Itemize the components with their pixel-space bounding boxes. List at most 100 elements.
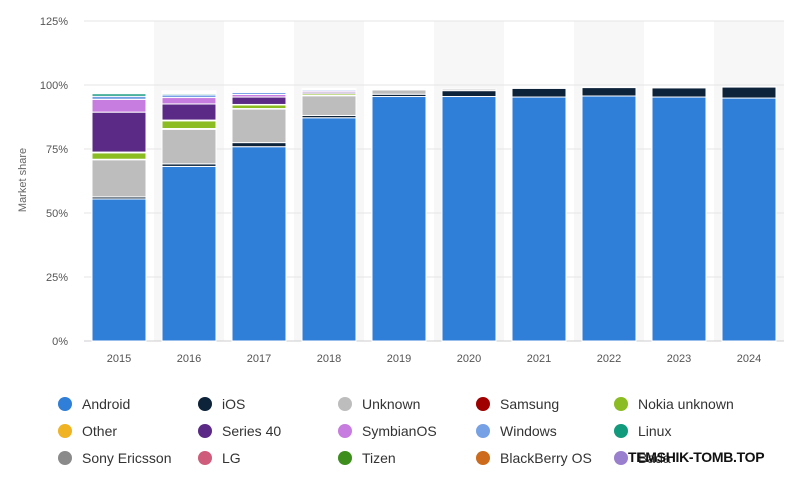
bar-2017-ios[interactable] xyxy=(231,142,287,148)
y-tick-label: 50% xyxy=(46,208,68,220)
bar-2019-android[interactable] xyxy=(371,96,427,342)
y-tick-label: 125% xyxy=(40,16,68,28)
y-axis-label: Market share xyxy=(17,148,29,212)
bar-2023-unknown[interactable] xyxy=(651,86,707,89)
x-tick-label: 2015 xyxy=(107,353,131,365)
bar-2015-series-40[interactable] xyxy=(91,111,147,153)
legend-marker xyxy=(58,397,72,411)
legend-marker xyxy=(476,397,490,411)
bar-2016-unknown[interactable] xyxy=(161,128,217,165)
legend-item-unknown[interactable]: Unknown xyxy=(338,393,420,415)
legend-item-tizen[interactable]: Tizen xyxy=(338,447,396,469)
y-tick-label: 25% xyxy=(46,272,68,284)
legend-label: Windows xyxy=(500,423,557,439)
x-tick-label: 2023 xyxy=(667,353,691,365)
legend-item-lg[interactable]: LG xyxy=(198,447,241,469)
bar-2022-android[interactable] xyxy=(581,95,637,342)
legend-item-sony-ericsson[interactable]: Sony Ericsson xyxy=(58,447,171,469)
legend-label: iOS xyxy=(222,396,246,412)
bar-2022-unknown[interactable] xyxy=(581,86,637,89)
x-tick-label: 2021 xyxy=(527,353,551,365)
legend-label: Tizen xyxy=(362,450,396,466)
bar-2024-unknown[interactable] xyxy=(721,86,777,88)
legend-marker xyxy=(198,424,212,438)
bar-2024-ios[interactable] xyxy=(721,86,777,99)
bar-2015-android[interactable] xyxy=(91,198,147,342)
bar-2017-unknown[interactable] xyxy=(231,108,287,144)
bar-2016-series-40[interactable] xyxy=(161,103,217,121)
legend-item-linux[interactable]: Linux xyxy=(614,420,671,442)
legend-marker xyxy=(198,451,212,465)
legend-label: Nokia unknown xyxy=(638,396,734,412)
bar-2022-ios[interactable] xyxy=(581,87,637,97)
legend-marker xyxy=(58,451,72,465)
bar-2024-android[interactable] xyxy=(721,97,777,342)
legend-label: SymbianOS xyxy=(362,423,437,439)
legend-marker xyxy=(58,424,72,438)
bar-2021-unknown[interactable] xyxy=(511,86,567,89)
legend-label: Series 40 xyxy=(222,423,282,439)
legend-marker xyxy=(338,451,352,465)
x-tick-label: 2022 xyxy=(597,353,621,365)
bar-2020-unknown[interactable] xyxy=(441,88,497,92)
bar-2015-nokia-unknown[interactable] xyxy=(91,152,147,160)
x-tick-label: 2018 xyxy=(317,353,341,365)
bar-2016-symbianos[interactable] xyxy=(161,97,217,105)
bar-2016-nokia-unknown[interactable] xyxy=(161,120,217,130)
legend-item-symbianos[interactable]: SymbianOS xyxy=(338,420,437,442)
legend-label: Samsung xyxy=(500,396,560,412)
legend-marker xyxy=(338,424,352,438)
legend-label: Other xyxy=(82,423,118,439)
y-tick-label: 100% xyxy=(40,80,68,92)
x-axis-ticks: 2015 2016 2017 2018 2019 2020 2021 2022 2023 2024 xyxy=(107,353,761,365)
bar-2018-unknown[interactable] xyxy=(301,95,357,116)
y-tick-label: 75% xyxy=(46,144,68,156)
legend-item-windows[interactable]: Windows xyxy=(476,420,557,442)
bars xyxy=(91,86,777,342)
legend-item-android[interactable]: Android xyxy=(58,393,130,415)
bar-2016-android[interactable] xyxy=(161,165,217,342)
legend-label: Linux xyxy=(638,423,672,439)
x-tick-label: 2019 xyxy=(387,353,411,365)
legend-marker xyxy=(476,424,490,438)
bar-2015-unknown[interactable] xyxy=(91,159,147,198)
bar-2020-android[interactable] xyxy=(441,96,497,342)
bar-2015-symbianos[interactable] xyxy=(91,98,147,113)
bar-2023-android[interactable] xyxy=(651,96,707,342)
legend-label: Bada xyxy=(638,450,671,466)
bar-2015-bada[interactable] xyxy=(91,90,147,92)
legend-item-nokia-unknown[interactable]: Nokia unknown xyxy=(614,393,734,415)
bar-2018-android[interactable] xyxy=(301,117,357,342)
x-tick-label: 2020 xyxy=(457,353,481,365)
legend-label: BlackBerry OS xyxy=(500,450,592,466)
bar-2017-series-40[interactable] xyxy=(231,96,287,105)
x-tick-label: 2024 xyxy=(737,353,761,365)
legend-item-bada[interactable]: Bada xyxy=(614,447,671,469)
legend-label: Sony Ericsson xyxy=(82,450,172,466)
bar-2023-ios[interactable] xyxy=(651,87,707,98)
x-tick-label: 2016 xyxy=(177,353,201,365)
legend-item-blackberry-os[interactable]: BlackBerry OS xyxy=(476,447,592,469)
legend-label: Unknown xyxy=(362,396,421,412)
bar-2017-android[interactable] xyxy=(231,146,287,342)
legend-item-other[interactable]: Other xyxy=(58,420,117,442)
legend-item-ios[interactable]: iOS xyxy=(198,393,245,415)
bar-2020-ios[interactable] xyxy=(441,90,497,98)
y-axis-ticks: 0% 25% 50% 75% 100% 125% xyxy=(40,16,68,348)
bar-2021-ios[interactable] xyxy=(511,87,567,98)
legend-marker xyxy=(614,397,628,411)
legend-marker xyxy=(614,424,628,438)
legend-marker xyxy=(338,397,352,411)
legend-marker xyxy=(476,451,490,465)
legend-label: LG xyxy=(222,450,241,466)
bar-2019-unknown[interactable] xyxy=(371,89,427,95)
bar-2017-nokia-unknown[interactable] xyxy=(231,104,287,110)
bar-2021-android[interactable] xyxy=(511,96,567,342)
legend-item-series-40[interactable]: Series 40 xyxy=(198,420,281,442)
legend-marker xyxy=(198,397,212,411)
stacked-bar-chart: 0% 25% 50% 75% 100% 125% 2015 2016 2017 2018 2019… xyxy=(17,16,784,365)
legend-item-samsung[interactable]: Samsung xyxy=(476,393,559,415)
legend-marker xyxy=(614,451,628,465)
legend-label: Android xyxy=(82,396,131,412)
x-tick-label: 2017 xyxy=(247,353,271,365)
